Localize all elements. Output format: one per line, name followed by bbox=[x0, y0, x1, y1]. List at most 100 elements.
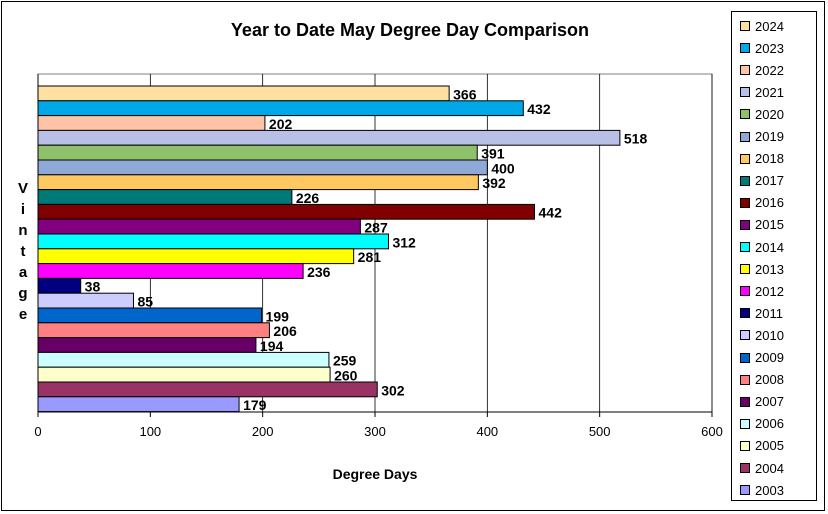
legend-label: 2016 bbox=[755, 195, 784, 211]
x-tick-label: 200 bbox=[252, 424, 274, 439]
legend-item-2005: 2005 bbox=[740, 438, 784, 454]
legend-label: 2007 bbox=[755, 394, 784, 410]
legend-swatch bbox=[740, 109, 750, 120]
legend-label: 2008 bbox=[755, 372, 784, 388]
bar-2022 bbox=[37, 115, 266, 131]
legend-item-2004: 2004 bbox=[740, 460, 784, 476]
bar-2013 bbox=[37, 248, 355, 265]
legend-label: 2005 bbox=[755, 438, 784, 454]
legend-label: 2015 bbox=[755, 217, 784, 233]
legend-swatch bbox=[740, 308, 750, 319]
y-axis-label-letter: e bbox=[18, 306, 28, 323]
legend-label: 2013 bbox=[755, 261, 784, 277]
data-label-2010: 85 bbox=[137, 294, 153, 310]
bar-2024 bbox=[37, 85, 450, 102]
data-label-2018: 392 bbox=[482, 175, 506, 191]
legend-item-2012: 2012 bbox=[740, 283, 784, 299]
legend-item-2009: 2009 bbox=[740, 350, 784, 366]
legend-swatch bbox=[740, 396, 750, 407]
legend-swatch bbox=[740, 264, 750, 275]
legend-label: 2006 bbox=[755, 416, 784, 432]
x-tick-label: 500 bbox=[589, 424, 611, 439]
y-axis-label-letter: V bbox=[17, 180, 28, 197]
data-label-2006: 259 bbox=[333, 353, 357, 369]
y-axis-label-letter: i bbox=[20, 201, 26, 218]
legend-swatch bbox=[740, 175, 750, 186]
legend: 2024 2023 2022 2021 2020 2019 2018 2017 2016 2015… bbox=[731, 11, 817, 501]
legend-item-2008: 2008 bbox=[740, 372, 784, 388]
legend-label: 2019 bbox=[755, 129, 784, 144]
legend-item-2017: 2017 bbox=[740, 173, 784, 189]
legend-label: 2009 bbox=[755, 350, 784, 365]
legend-label: 2011 bbox=[755, 305, 783, 321]
bar-2014 bbox=[37, 233, 389, 250]
legend-item-2006: 2006 bbox=[740, 416, 784, 432]
legend-label: 2022 bbox=[755, 62, 784, 78]
legend-label: 2003 bbox=[755, 482, 784, 498]
data-label-2015: 287 bbox=[364, 220, 388, 236]
legend-item-2019: 2019 bbox=[740, 129, 784, 145]
bar-2019 bbox=[37, 159, 488, 176]
bar-2021 bbox=[37, 129, 621, 146]
x-tick-label: 0 bbox=[34, 424, 41, 439]
legend-item-2014: 2014 bbox=[740, 239, 784, 255]
legend-label: 2020 bbox=[755, 106, 784, 122]
legend-swatch bbox=[740, 197, 750, 208]
x-axis-label: Degree Days bbox=[332, 466, 418, 482]
data-label-2009: 199 bbox=[266, 308, 290, 324]
legend-label: 2010 bbox=[755, 327, 784, 343]
bar-2017 bbox=[37, 189, 293, 205]
legend-swatch bbox=[740, 330, 750, 341]
x-tick-label: 600 bbox=[701, 424, 723, 439]
legend-label: 2021 bbox=[755, 84, 784, 100]
legend-swatch bbox=[740, 352, 750, 363]
data-label-2020: 391 bbox=[481, 146, 505, 162]
legend-item-2003: 2003 bbox=[740, 482, 784, 498]
legend-swatch bbox=[740, 463, 750, 473]
y-axis-label-letter: g bbox=[18, 285, 28, 302]
bar-2008 bbox=[37, 322, 270, 339]
legend-swatch bbox=[740, 131, 750, 142]
data-label-2014: 312 bbox=[392, 234, 416, 250]
x-tick-label: 100 bbox=[139, 424, 161, 439]
chart-title: Year to Date May Degree Day Comparison bbox=[230, 20, 590, 40]
bar-2023 bbox=[37, 100, 524, 117]
legend-swatch bbox=[740, 87, 750, 98]
data-label-2004: 302 bbox=[381, 382, 405, 398]
legend-item-2024: 2024 bbox=[740, 18, 784, 34]
legend-label: 2024 bbox=[755, 18, 784, 34]
bar-2018 bbox=[37, 174, 479, 191]
legend-swatch bbox=[740, 418, 750, 429]
legend-item-2011: 2011 bbox=[740, 305, 783, 321]
data-label-2008: 206 bbox=[273, 323, 297, 339]
legend-swatch bbox=[740, 440, 750, 451]
legend-item-2023: 2023 bbox=[740, 40, 784, 56]
bar-2003 bbox=[37, 396, 240, 413]
bar-2004 bbox=[37, 381, 378, 398]
data-label-2019: 400 bbox=[491, 160, 515, 176]
legend-swatch bbox=[740, 242, 750, 252]
data-label-2017: 226 bbox=[296, 190, 320, 206]
bar-2015 bbox=[37, 218, 361, 235]
legend-swatch bbox=[740, 286, 750, 297]
bar-2005 bbox=[37, 366, 331, 383]
legend-label: 2014 bbox=[755, 239, 784, 255]
legend-item-2010: 2010 bbox=[740, 327, 784, 343]
legend-label: 2018 bbox=[755, 151, 784, 167]
bar-2016 bbox=[37, 203, 536, 220]
y-axis-label-letter: n bbox=[18, 222, 28, 239]
data-label-2005: 260 bbox=[334, 368, 358, 384]
legend-swatch bbox=[740, 374, 750, 385]
y-axis-label-letter: a bbox=[18, 264, 28, 281]
legend-item-2018: 2018 bbox=[740, 151, 784, 167]
legend-swatch bbox=[740, 65, 750, 76]
legend-swatch bbox=[740, 153, 750, 164]
legend-item-2015: 2015 bbox=[740, 217, 784, 233]
bar-2020 bbox=[37, 144, 478, 161]
x-tick-label: 400 bbox=[476, 424, 498, 439]
legend-label: 2017 bbox=[755, 173, 784, 189]
bar-2012 bbox=[37, 263, 304, 279]
legend-swatch bbox=[740, 485, 750, 496]
